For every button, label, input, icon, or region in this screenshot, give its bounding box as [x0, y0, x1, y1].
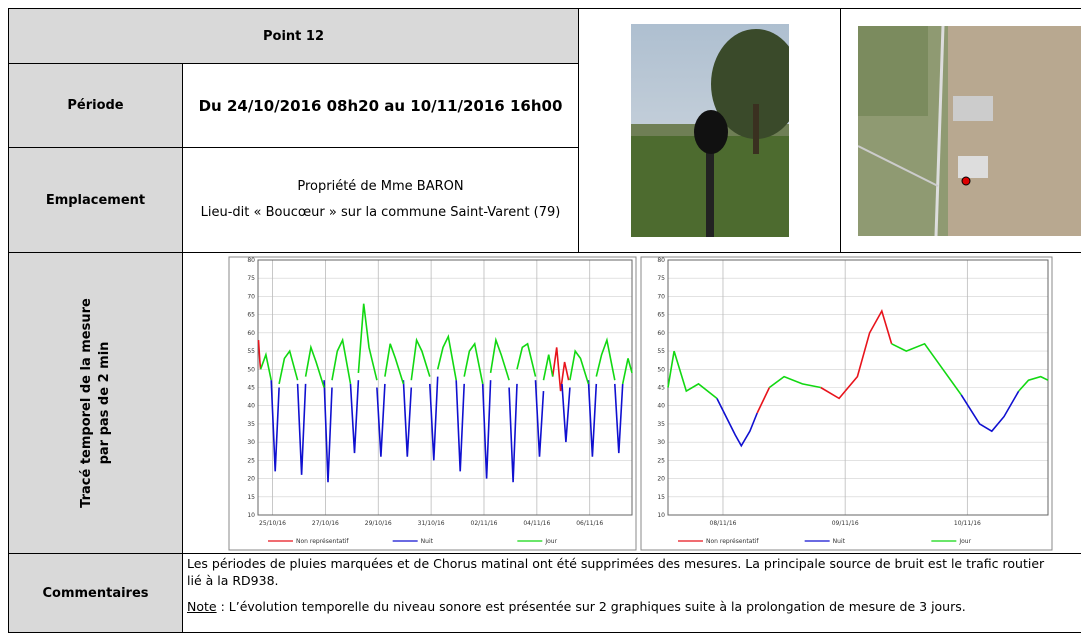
y-tick-label: 15 [657, 494, 665, 501]
y-tick-label: 35 [657, 421, 665, 428]
value-cell: Du 24/10/2016 08h20 au 10/11/2016 16h00 [182, 63, 579, 148]
y-tick-label: 25 [657, 457, 665, 464]
frame [641, 257, 1052, 550]
photo-cell [578, 8, 841, 253]
y-tick-label: 65 [247, 312, 255, 319]
text: Tracé temporel de la mesure [78, 298, 96, 508]
legend-label: Nuit [421, 538, 434, 545]
note-text: : L’évolution temporelle du niveau sonor… [217, 599, 966, 614]
y-tick-label: 45 [657, 385, 665, 392]
y-tick-label: 35 [247, 421, 255, 428]
y-tick-label: 20 [247, 476, 255, 483]
comment-line: Les périodes de pluies marquées et de Ch… [187, 556, 1044, 571]
x-tick-label: 29/10/16 [365, 520, 392, 527]
legend-label: Jour [544, 538, 557, 545]
y-tick-label: 20 [657, 476, 665, 483]
chart: 10 15 20 25 30 35 40 45 50 55 60 65 70 75 80 08/11/16 09… [640, 256, 1054, 552]
legend-label: Non représentatif [296, 538, 349, 545]
commentaires-label: Commentaires [42, 586, 148, 601]
frame [229, 257, 636, 550]
label-cell: Période [8, 63, 183, 148]
title: Point 12 [263, 29, 324, 44]
x-tick-label: 27/10/16 [312, 520, 339, 527]
x-tick-label: 25/10/16 [259, 520, 286, 527]
map [858, 26, 1081, 236]
text: Lieu-dit « Boucœur » sur la commune Sain… [201, 200, 561, 226]
y-tick-label: 50 [657, 366, 665, 373]
y-tick-label: 55 [657, 348, 665, 355]
text: par pas de 2 min [96, 298, 114, 508]
label-cell: Commentaires [8, 553, 183, 633]
x-tick-label: 06/11/16 [576, 520, 603, 527]
legend-label: Nuit [833, 538, 846, 545]
page: {"table":{"title":"Point 12", "periode":… [0, 0, 1081, 619]
y-tick-label: 60 [657, 330, 665, 337]
photo [631, 24, 789, 237]
note: Note : L’évolution temporelle du niveau … [187, 599, 966, 614]
map-cell [840, 8, 1081, 253]
legend-label: Jour [958, 538, 971, 545]
x-tick-label: 10/11/16 [954, 520, 981, 527]
x-tick-label: 02/11/16 [471, 520, 498, 527]
y-tick-label: 40 [247, 403, 255, 410]
y-tick-label: 50 [247, 366, 255, 373]
y-tick-label: 80 [657, 257, 665, 264]
y-tick-label: 60 [247, 330, 255, 337]
legend-label: Non représentatif [706, 538, 759, 545]
y-tick-label: 75 [247, 275, 255, 282]
y-tick-label: 25 [247, 457, 255, 464]
periode-label: Période [67, 98, 123, 113]
chart: 10 15 20 25 30 35 40 45 50 55 60 65 70 75 80 25/10/16 27… [228, 256, 638, 552]
text: Propriété de Mme BARON [297, 174, 463, 200]
y-tick-label: 40 [657, 403, 665, 410]
y-tick-label: 30 [657, 439, 665, 446]
y-tick-label: 45 [247, 385, 255, 392]
y-tick-label: 15 [247, 494, 255, 501]
x-tick-label: 08/11/16 [710, 520, 737, 527]
x-tick-label: 09/11/16 [832, 520, 859, 527]
y-tick-label: 10 [657, 512, 665, 519]
periode-value: Du 24/10/2016 08h20 au 10/11/2016 16h00 [199, 97, 563, 115]
y-tick-label: 70 [247, 293, 255, 300]
comment-line: lié à la RD938. [187, 573, 279, 588]
y-tick-label: 10 [247, 512, 255, 519]
label-cell: Emplacement [8, 147, 183, 253]
title-cell: Point 12 [8, 8, 579, 64]
y-tick-label: 65 [657, 312, 665, 319]
note-label: Note [187, 599, 217, 614]
emplacement-label: Emplacement [46, 193, 145, 208]
y-tick-label: 80 [247, 257, 255, 264]
y-tick-label: 70 [657, 293, 665, 300]
x-tick-label: 04/11/16 [523, 520, 550, 527]
x-tick-label: 31/10/16 [418, 520, 445, 527]
y-tick-label: 30 [247, 439, 255, 446]
y-tick-label: 75 [657, 275, 665, 282]
y-tick-label: 55 [247, 348, 255, 355]
